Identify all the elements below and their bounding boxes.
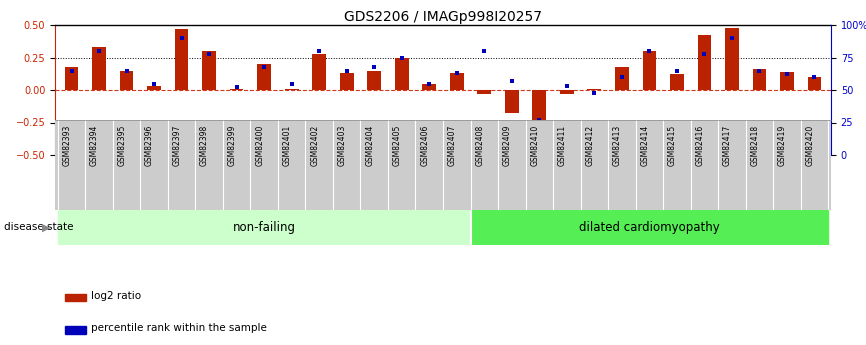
Bar bbox=[257, 64, 271, 90]
Text: percentile rank within the sample: percentile rank within the sample bbox=[92, 323, 268, 333]
Bar bbox=[339, 73, 353, 90]
Text: GSM82418: GSM82418 bbox=[751, 125, 759, 166]
Bar bbox=[477, 90, 491, 94]
Text: log2 ratio: log2 ratio bbox=[92, 291, 141, 301]
Text: GSM82409: GSM82409 bbox=[503, 125, 512, 166]
Text: GSM82407: GSM82407 bbox=[448, 125, 456, 166]
Text: GSM82420: GSM82420 bbox=[805, 125, 815, 166]
Text: GSM82414: GSM82414 bbox=[640, 125, 650, 166]
Bar bbox=[175, 29, 189, 90]
Bar bbox=[313, 53, 326, 90]
Bar bbox=[367, 70, 381, 90]
Bar bbox=[285, 89, 299, 90]
Bar bbox=[725, 28, 739, 90]
Bar bbox=[560, 90, 573, 94]
Bar bbox=[147, 86, 161, 90]
Bar bbox=[533, 90, 546, 139]
Text: GSM82405: GSM82405 bbox=[392, 125, 402, 166]
Text: GSM82415: GSM82415 bbox=[668, 125, 677, 166]
Text: GSM82411: GSM82411 bbox=[558, 125, 567, 166]
Text: GSM82399: GSM82399 bbox=[228, 125, 236, 166]
Text: GSM82404: GSM82404 bbox=[365, 125, 374, 166]
Bar bbox=[65, 67, 79, 90]
Bar bbox=[423, 83, 436, 90]
Text: GSM82397: GSM82397 bbox=[172, 125, 182, 166]
Bar bbox=[697, 36, 711, 90]
Text: GSM82406: GSM82406 bbox=[420, 125, 430, 166]
Text: GSM82416: GSM82416 bbox=[695, 125, 704, 166]
Bar bbox=[229, 89, 243, 90]
Text: GSM82394: GSM82394 bbox=[90, 125, 99, 166]
Bar bbox=[395, 58, 409, 90]
Text: GSM82410: GSM82410 bbox=[530, 125, 540, 166]
Bar bbox=[120, 70, 133, 90]
Bar bbox=[203, 51, 216, 90]
Text: non-failing: non-failing bbox=[233, 221, 295, 234]
Bar bbox=[587, 89, 601, 90]
Text: GSM82395: GSM82395 bbox=[118, 125, 126, 166]
Text: GSM82408: GSM82408 bbox=[475, 125, 484, 166]
Bar bbox=[643, 51, 656, 90]
Bar bbox=[615, 67, 629, 90]
Text: GSM82398: GSM82398 bbox=[200, 125, 209, 166]
FancyBboxPatch shape bbox=[66, 294, 87, 301]
FancyBboxPatch shape bbox=[66, 326, 87, 334]
Text: ▶: ▶ bbox=[42, 223, 51, 233]
Bar bbox=[780, 72, 794, 90]
Bar bbox=[670, 75, 684, 90]
Bar bbox=[808, 77, 821, 90]
Bar bbox=[449, 73, 463, 90]
Text: GSM82401: GSM82401 bbox=[282, 125, 292, 166]
Text: disease state: disease state bbox=[4, 223, 74, 233]
Text: GSM82393: GSM82393 bbox=[62, 125, 72, 166]
Bar bbox=[753, 69, 766, 90]
Text: GSM82400: GSM82400 bbox=[255, 125, 264, 166]
Bar bbox=[505, 90, 519, 114]
Text: GSM82417: GSM82417 bbox=[723, 125, 732, 166]
Text: GSM82413: GSM82413 bbox=[613, 125, 622, 166]
Text: GSM82419: GSM82419 bbox=[778, 125, 787, 166]
Bar bbox=[470, 210, 828, 245]
Text: GSM82396: GSM82396 bbox=[145, 125, 154, 166]
Bar bbox=[58, 210, 470, 245]
Text: GSM82412: GSM82412 bbox=[585, 125, 594, 166]
Text: dilated cardiomyopathy: dilated cardiomyopathy bbox=[579, 221, 720, 234]
Bar bbox=[92, 47, 106, 90]
Title: GDS2206 / IMAGp998I20257: GDS2206 / IMAGp998I20257 bbox=[344, 10, 542, 24]
Text: GSM82402: GSM82402 bbox=[310, 125, 320, 166]
Text: GSM82403: GSM82403 bbox=[338, 125, 346, 166]
